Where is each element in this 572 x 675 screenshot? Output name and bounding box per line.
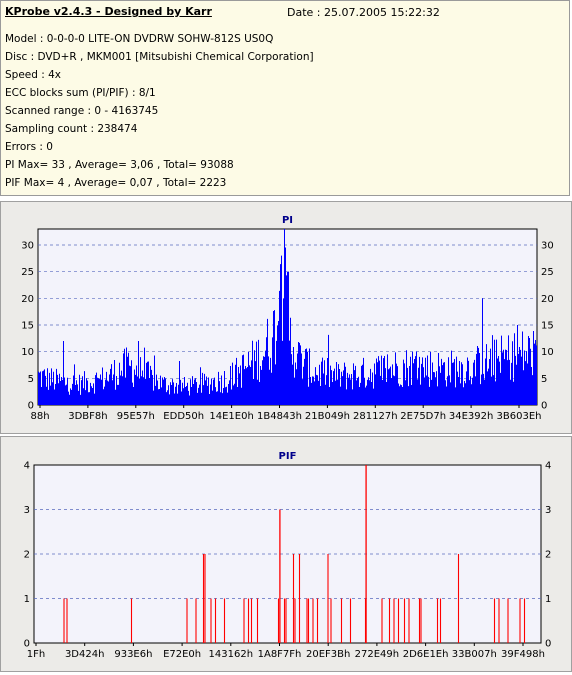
y-tick-label-left: 15: [21, 321, 34, 332]
app-title: KProbe v2.4.3 - Designed by Karr: [5, 5, 212, 18]
y-tick-label-right: 0: [541, 401, 547, 412]
x-tick-label: 39F498h: [501, 649, 545, 660]
info-panel: KProbe v2.4.3 - Designed by Karr Date : …: [0, 0, 570, 196]
y-tick-label-right: 20: [541, 294, 554, 305]
x-tick-label: 3D424h: [65, 649, 105, 660]
data-series: [63, 465, 526, 643]
y-tick-label-left: 1: [24, 594, 30, 605]
y-tick-label-right: 3: [545, 505, 551, 516]
y-tick-label-left: 10: [21, 347, 34, 358]
y-tick-label-left: 3: [24, 505, 30, 516]
y-tick-label-left: 4: [24, 461, 30, 472]
x-tick-label: 14E1E0h: [209, 411, 253, 422]
x-tick-label: 33B007h: [452, 649, 497, 660]
speed-line: Speed : 4x: [5, 69, 62, 81]
x-tick-label: 88h: [30, 411, 49, 422]
y-tick-label-left: 0: [28, 401, 34, 412]
y-tick-label-right: 25: [541, 267, 554, 278]
pif-summary-line: PIF Max= 4 , Average= 0,07 , Total= 2223: [5, 177, 227, 189]
y-tick-label-right: 2: [545, 550, 551, 561]
model-line: Model : 0-0-0-0 LITE-ON DVDRW SOHW-812S …: [5, 33, 274, 45]
x-tick-label: EDD50h: [163, 411, 204, 422]
sampling-line: Sampling count : 238474: [5, 123, 138, 135]
x-tick-label: 272E49h: [355, 649, 399, 660]
x-tick-label: 34E392h: [449, 411, 493, 422]
y-tick-label-left: 25: [21, 267, 34, 278]
x-tick-label: 3DBF8h: [68, 411, 107, 422]
y-tick-label-right: 30: [541, 241, 554, 252]
y-tick-label-right: 1: [545, 594, 551, 605]
x-tick-label: 933E6h: [114, 649, 152, 660]
pif-chart-panel: PIF 0 0 1 1 2 2 3 3 4 4 1Fh 3D424h 933E6h E72E0h 143162…: [0, 436, 572, 672]
y-tick-label-left: 30: [21, 241, 34, 252]
y-tick-label-left: 0: [24, 639, 30, 650]
pi-summary-line: PI Max= 33 , Average= 3,06 , Total= 9308…: [5, 159, 234, 171]
x-tick-label: E72E0h: [163, 649, 201, 660]
range-line: Scanned range : 0 - 4163745: [5, 105, 159, 117]
chart-title: PIF: [279, 451, 297, 462]
disc-line: Disc : DVD+R , MKM001 [Mitsubishi Chemic…: [5, 51, 314, 63]
ecc-line: ECC blocks sum (PI/PIF) : 8/1: [5, 87, 156, 99]
x-tick-label: 281127h: [353, 411, 398, 422]
data-series: [38, 229, 537, 405]
scan-date: Date : 25.07.2005 15:22:32: [287, 6, 440, 19]
pif-chart: PIF 0 0 1 1 2 2 3 3 4 4 1Fh 3D424h 933E6h E72E0h 143162…: [24, 451, 552, 660]
x-tick-label: 143162h: [209, 649, 254, 660]
y-tick-label-right: 4: [545, 461, 551, 472]
x-tick-label: 95E57h: [117, 411, 155, 422]
y-tick-label-left: 2: [24, 550, 30, 561]
x-tick-label: 20EF3Bh: [306, 649, 350, 660]
pi-chart: PI 0 0 5 5 10 10 15 15 20 20 25 25 30 30 88h 3DBF8h 95E57…: [21, 215, 554, 422]
pi-chart-panel: PI 0 0 5 5 10 10 15 15 20 20 25 25 30 30 88h 3DBF8h 95E57…: [0, 201, 572, 434]
y-tick-label-right: 5: [541, 374, 547, 385]
y-tick-label-left: 5: [28, 374, 34, 385]
x-tick-label: 2E75D7h: [400, 411, 446, 422]
x-tick-label: 1Fh: [27, 649, 45, 660]
chart-title: PI: [282, 215, 293, 226]
x-tick-label: 1A8F7Fh: [258, 649, 302, 660]
x-tick-label: 2D6E1Eh: [403, 649, 449, 660]
y-tick-label-right: 10: [541, 347, 554, 358]
x-tick-label: 3B603Eh: [497, 411, 542, 422]
x-tick-label: 21B049h: [305, 411, 350, 422]
y-tick-label-right: 15: [541, 321, 554, 332]
y-tick-label-left: 20: [21, 294, 34, 305]
y-tick-label-right: 0: [545, 639, 551, 650]
x-tick-label: 1B4843h: [257, 411, 302, 422]
errors-line: Errors : 0: [5, 141, 53, 153]
